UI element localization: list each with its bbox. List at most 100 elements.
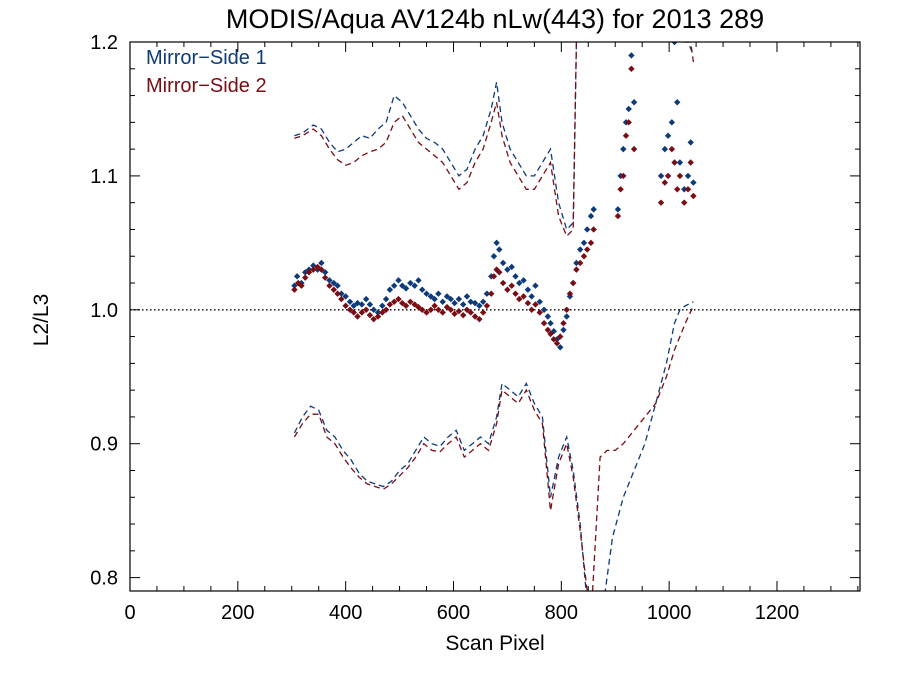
data-point-series-2	[690, 192, 697, 200]
data-point-series-2	[330, 286, 337, 293]
data-point-series-1	[547, 319, 554, 327]
data-point-series-2	[664, 172, 672, 180]
data-point-series-2	[622, 132, 630, 139]
data-point-series-1	[620, 145, 627, 153]
data-point-series-1	[671, 42, 678, 46]
x-tick-label: 200	[221, 602, 254, 624]
data-point-series-1	[657, 172, 665, 180]
data-point-series-2	[399, 299, 406, 307]
data-point-series-2	[566, 290, 574, 297]
data-point-series-1	[451, 299, 458, 307]
data-point-series-2	[590, 226, 597, 233]
data-point-series-2	[490, 273, 498, 280]
data-point-series-1	[560, 326, 567, 334]
data-point-series-1	[350, 302, 357, 309]
data-point-series-1	[674, 99, 681, 106]
data-point-series-2	[668, 145, 676, 153]
data-point-series-2	[338, 295, 345, 303]
data-point-series-1	[439, 298, 446, 305]
data-point-series-1	[476, 302, 483, 309]
data-point-series-1	[358, 301, 366, 308]
data-point-series-1	[544, 313, 552, 320]
data-point-series-1	[676, 159, 684, 166]
plot-area	[130, 42, 860, 591]
data-point-series-2	[516, 295, 523, 303]
data-point-series-2	[569, 279, 577, 287]
data-point-series-1	[362, 295, 370, 303]
data-point-series-1	[590, 206, 597, 213]
data-point-series-1	[411, 282, 418, 289]
data-point-series-2	[671, 159, 678, 166]
data-point-series-2	[321, 274, 329, 281]
data-point-series-1	[573, 259, 580, 267]
data-point-series-2	[563, 306, 570, 314]
envelope-lower-series-2	[293, 388, 588, 591]
data-point-series-2	[451, 310, 458, 318]
data-point-series-1	[524, 286, 532, 293]
data-point-series-2	[508, 282, 515, 289]
data-point-series-2	[291, 286, 298, 293]
data-point-series-1	[455, 295, 463, 303]
data-point-series-1	[587, 212, 595, 220]
data-point-series-1	[447, 295, 454, 303]
data-point-series-1	[382, 295, 390, 303]
data-point-series-2	[479, 309, 487, 316]
data-point-series-1	[318, 259, 325, 267]
data-point-series-2	[540, 319, 548, 327]
data-point-series-1	[630, 99, 638, 106]
data-point-series-2	[411, 301, 418, 308]
data-point-series-1	[402, 285, 410, 292]
data-point-series-2	[547, 330, 554, 338]
data-point-series-2	[350, 309, 357, 316]
data-point-series-1	[291, 282, 298, 289]
data-point-series-2	[390, 298, 398, 305]
data-point-series-2	[463, 306, 471, 314]
data-point-series-1	[576, 246, 584, 253]
data-point-series-2	[583, 246, 591, 253]
x-tick-label: 1000	[647, 602, 692, 624]
data-point-series-2	[314, 263, 321, 271]
data-point-series-2	[471, 313, 479, 320]
data-point-series-1	[490, 253, 498, 260]
data-point-series-2	[407, 298, 414, 305]
envelope-upper-series-1	[294, 42, 578, 231]
data-point-series-2	[573, 266, 580, 273]
x-tick-label: 600	[437, 602, 470, 624]
data-point-series-1	[504, 266, 511, 273]
legend-mirror-side-1: Mirror−Side 1	[146, 47, 267, 69]
x-axis-label: Scan Pixel	[445, 632, 545, 655]
data-point-series-1	[664, 132, 672, 139]
data-point-series-2	[419, 306, 426, 314]
data-point-series-2	[358, 309, 366, 316]
data-point-series-1	[342, 293, 349, 300]
data-point-series-2	[512, 290, 519, 297]
data-point-series-1	[499, 259, 507, 267]
data-point-series-2	[305, 269, 313, 276]
data-point-series-2	[496, 269, 503, 276]
data-point-series-1	[443, 293, 451, 300]
data-point-series-1	[334, 282, 341, 289]
envelope-lower-right-series-2	[591, 305, 694, 591]
x-tick-label: 400	[329, 602, 362, 624]
y-tick-label: 0.9	[90, 434, 118, 456]
data-point-series-1	[399, 282, 406, 289]
data-point-series-2	[382, 306, 390, 314]
data-point-series-2	[386, 301, 394, 308]
data-point-series-2	[362, 306, 370, 314]
data-point-series-2	[674, 186, 681, 193]
data-point-series-2	[488, 290, 495, 297]
data-point-series-1	[508, 263, 515, 271]
data-point-series-1	[625, 105, 632, 113]
data-point-series-1	[370, 306, 377, 314]
data-point-series-2	[628, 65, 635, 72]
data-point-series-1	[532, 282, 539, 289]
data-point-series-1	[483, 290, 491, 297]
data-point-series-2	[483, 302, 491, 309]
data-point-series-1	[463, 293, 471, 300]
data-point-series-2	[423, 309, 430, 316]
data-point-series-2	[431, 302, 438, 309]
data-point-series-1	[415, 277, 422, 284]
data-point-series-2	[587, 239, 595, 247]
data-point-series-1	[628, 52, 635, 59]
x-tick-label: 0	[124, 602, 135, 624]
